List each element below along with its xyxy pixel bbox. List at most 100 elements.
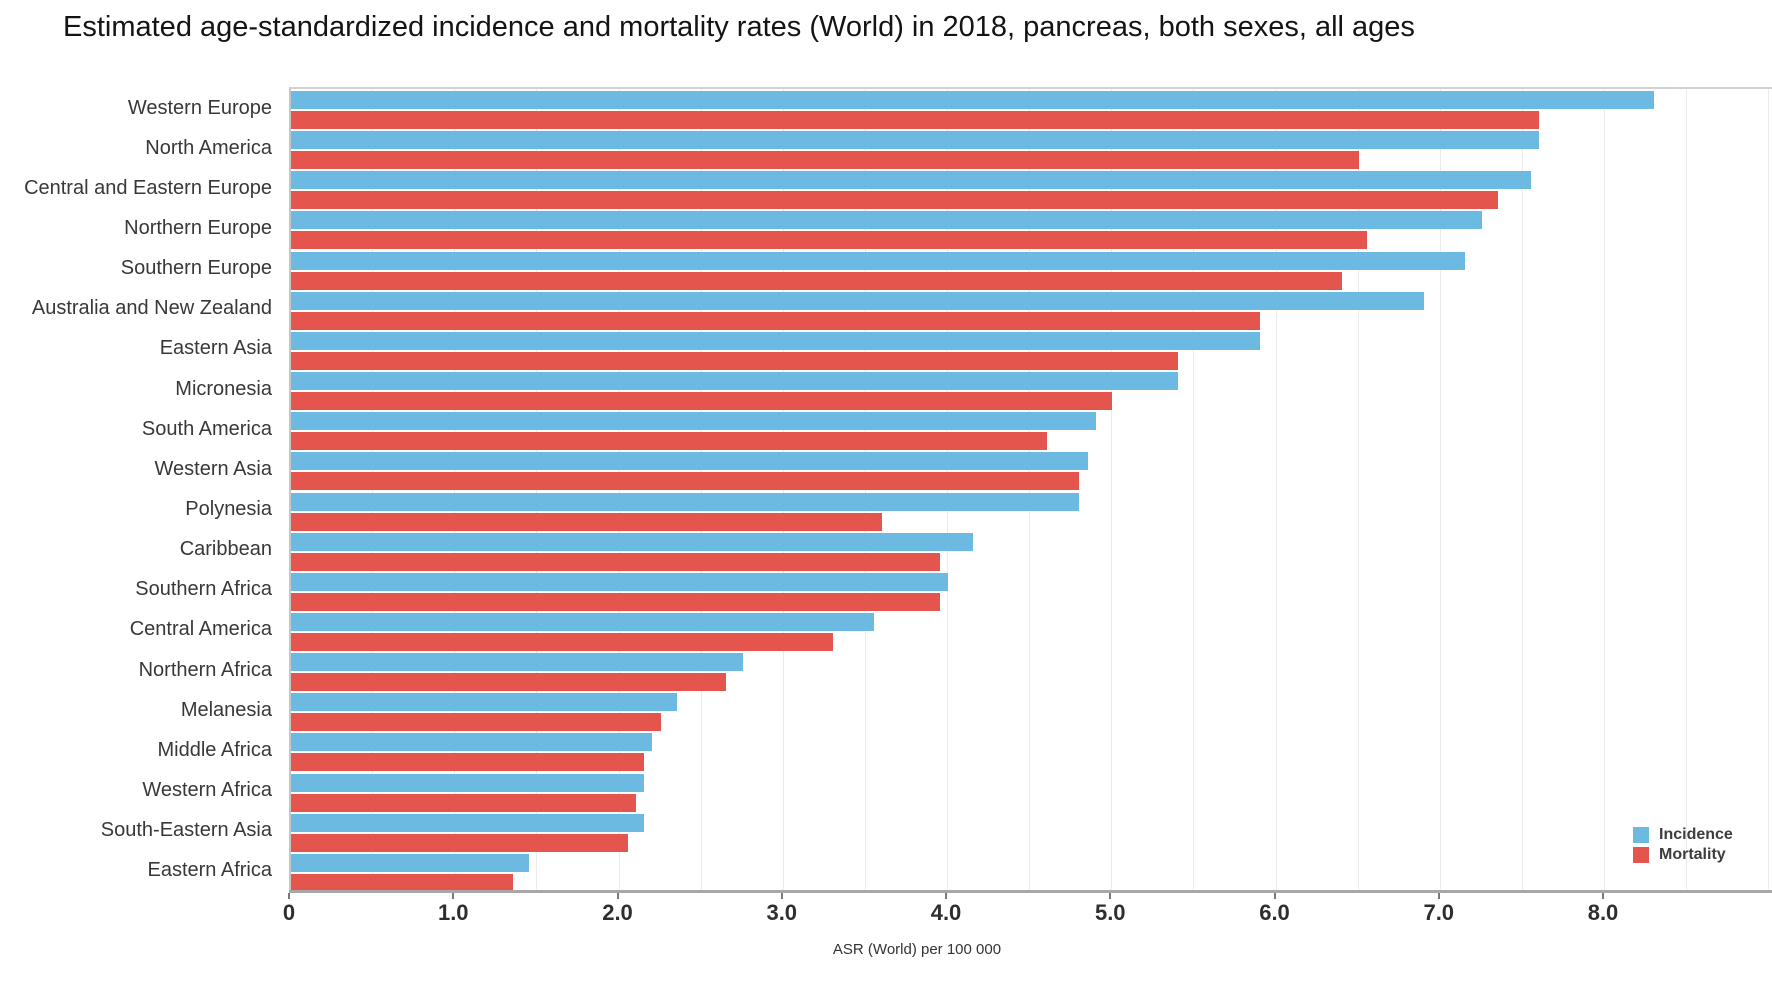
bar-mortality-micronesia[interactable]	[291, 392, 1113, 411]
y-axis-label-southern-africa: Southern Africa	[135, 578, 272, 601]
gridline	[1275, 89, 1277, 892]
bar-mortality-western-europe[interactable]	[291, 111, 1540, 129]
bar-mortality-eastern-asia[interactable]	[291, 351, 1178, 370]
chart-row-south-america	[291, 412, 1772, 452]
bar-incidence-eastern-asia[interactable]	[291, 331, 1261, 350]
y-axis-label-middle-africa: Middle Africa	[157, 738, 273, 761]
bar-incidence-middle-africa[interactable]	[291, 733, 653, 752]
x-tick-mark	[945, 893, 947, 899]
x-tick-label: 8.0	[1587, 900, 1619, 925]
bar-incidence-northern-europe[interactable]	[291, 211, 1482, 230]
chart-row-eastern-africa	[291, 853, 1772, 894]
y-axis-label-central-america: Central America	[129, 618, 272, 641]
y-axis-label-south-eastern-asia: South-Eastern Asia	[100, 819, 272, 842]
bar-mortality-south-america[interactable]	[291, 432, 1047, 451]
bar-incidence-southern-africa[interactable]	[291, 572, 948, 591]
bar-mortality-melanesia[interactable]	[291, 713, 661, 732]
chart-row-northern-europe	[291, 211, 1772, 251]
bar-mortality-caribbean[interactable]	[291, 552, 940, 571]
bar-incidence-eastern-africa[interactable]	[291, 853, 530, 872]
gridline	[618, 89, 620, 892]
x-axis-line	[289, 890, 1772, 893]
bar-incidence-southern-europe[interactable]	[291, 251, 1466, 270]
x-tick-mark	[780, 893, 783, 899]
bar-incidence-western-europe[interactable]	[291, 91, 1655, 109]
bar-mortality-northern-europe[interactable]	[291, 231, 1367, 250]
gridline	[1439, 89, 1441, 892]
chart-title: Estimated age-standardized incidence and…	[63, 11, 1415, 43]
x-tick-label: 3.0	[766, 900, 798, 925]
chart-row-western-africa	[291, 773, 1772, 814]
bar-incidence-australia-and-new-zealand[interactable]	[291, 291, 1425, 310]
bar-mortality-northern-africa[interactable]	[291, 673, 727, 692]
chart-row-caribbean	[291, 532, 1772, 573]
bar-mortality-western-africa[interactable]	[291, 793, 636, 812]
x-tick-mark	[616, 893, 619, 899]
bar-incidence-polynesia[interactable]	[291, 492, 1080, 511]
legend-item-mortality[interactable]: Mortality	[1633, 846, 1733, 863]
bar-mortality-southern-africa[interactable]	[291, 592, 940, 611]
bar-incidence-western-africa[interactable]	[291, 773, 645, 792]
x-tick-label: 1.0	[437, 900, 469, 925]
bar-mortality-southern-europe[interactable]	[291, 271, 1343, 290]
y-axis-label-australia-and-new-zealand: Australia and New Zealand	[31, 297, 272, 320]
bar-mortality-central-and-eastern-europe[interactable]	[291, 191, 1499, 210]
x-tick-label: 5.0	[1094, 900, 1126, 925]
bar-mortality-central-america[interactable]	[291, 632, 834, 651]
legend: Incidence Mortality	[1633, 826, 1733, 866]
bar-mortality-australia-and-new-zealand[interactable]	[291, 311, 1261, 330]
legend-item-incidence[interactable]: Incidence	[1633, 826, 1733, 843]
bar-mortality-south-eastern-asia[interactable]	[291, 833, 628, 852]
gridline	[782, 89, 784, 892]
bar-incidence-northern-africa[interactable]	[291, 653, 743, 672]
y-axis-label-melanesia: Melanesia	[180, 698, 272, 721]
gridline	[947, 89, 948, 892]
bar-mortality-western-asia[interactable]	[291, 472, 1080, 491]
x-tick-mark	[1109, 893, 1112, 899]
y-axis-label-eastern-africa: Eastern Africa	[147, 859, 272, 882]
chart-row-melanesia	[291, 693, 1772, 733]
y-axis-label-southern-europe: Southern Europe	[120, 257, 272, 280]
mortality-swatch	[1633, 846, 1649, 863]
legend-label-mortality: Mortality	[1659, 845, 1726, 863]
bar-incidence-south-america[interactable]	[291, 412, 1096, 431]
gridline	[1521, 89, 1523, 892]
bar-incidence-caribbean[interactable]	[291, 532, 973, 551]
bar-mortality-north-america[interactable]	[291, 151, 1359, 170]
y-axis-label-north-america: North America	[145, 136, 272, 159]
legend-label-incidence: Incidence	[1659, 825, 1733, 843]
y-axis-label-western-africa: Western Africa	[142, 779, 272, 802]
y-axis-label-polynesia: Polynesia	[185, 498, 272, 520]
gridline	[1193, 89, 1195, 892]
bar-incidence-south-eastern-asia[interactable]	[291, 813, 645, 832]
y-axis-label-western-asia: Western Asia	[154, 457, 272, 480]
y-axis-label-eastern-asia: Eastern Asia	[159, 337, 272, 360]
gridline	[1768, 89, 1770, 892]
chart-row-central-america	[291, 612, 1772, 653]
bar-incidence-western-asia[interactable]	[291, 452, 1088, 471]
bar-incidence-north-america[interactable]	[291, 131, 1540, 150]
y-axis-label-northern-europe: Northern Europe	[124, 216, 272, 239]
gridline	[1604, 89, 1605, 892]
x-tick-mark	[452, 893, 455, 899]
bar-incidence-central-america[interactable]	[291, 612, 875, 631]
chart-row-polynesia	[291, 492, 1772, 533]
bar-mortality-middle-africa[interactable]	[291, 753, 645, 772]
bar-mortality-eastern-africa[interactable]	[291, 873, 513, 892]
bar-incidence-micronesia[interactable]	[291, 372, 1178, 391]
x-axis-title: ASR (World) per 100 000	[832, 941, 1002, 958]
chart-row-micronesia	[291, 372, 1772, 412]
gridline	[454, 89, 456, 892]
chart-row-central-and-eastern-europe	[291, 171, 1772, 211]
x-tick-label: 2.0	[602, 900, 633, 925]
y-axis-label-south-america: South America	[141, 417, 272, 440]
bar-incidence-melanesia[interactable]	[291, 693, 677, 712]
chart-row-eastern-asia	[291, 331, 1772, 372]
bar-mortality-polynesia[interactable]	[291, 512, 883, 531]
chart-row-south-eastern-asia	[291, 813, 1772, 854]
x-tick-mark	[1437, 893, 1440, 899]
x-tick-label: 7.0	[1423, 900, 1455, 925]
bars-layer	[291, 89, 1772, 892]
bar-incidence-central-and-eastern-europe[interactable]	[291, 171, 1532, 190]
